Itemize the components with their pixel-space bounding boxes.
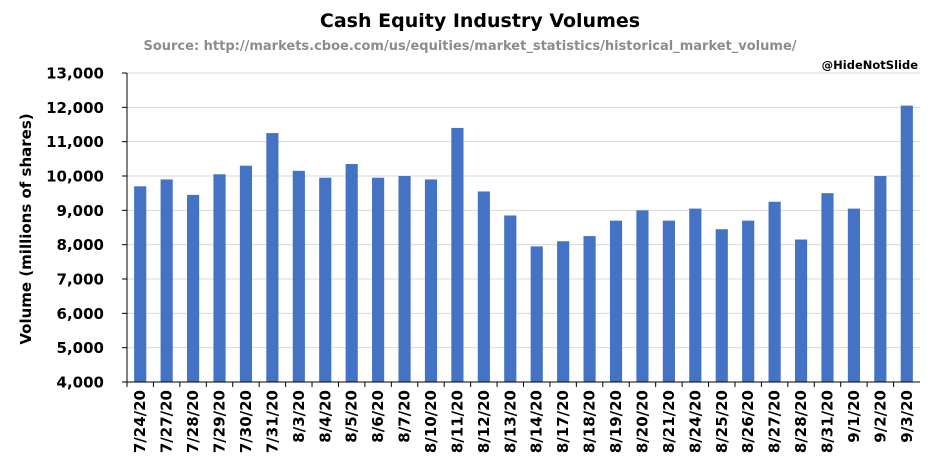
bar xyxy=(398,176,411,382)
bar xyxy=(821,193,834,382)
bar xyxy=(557,241,570,382)
bar xyxy=(504,215,517,382)
bar xyxy=(768,201,781,382)
watermark-handle: @HideNotSlide xyxy=(822,58,919,72)
bar xyxy=(292,170,305,382)
chart-title: Cash Equity Industry Volumes xyxy=(320,10,640,32)
x-tick-labels: 7/24/20 7/27/20 7/28/20 7/29/20 7/30/20 7/31/… xyxy=(131,390,916,453)
x-tick-label: 7/29/20 xyxy=(211,390,229,453)
x-tick-label: 8/14/20 xyxy=(528,390,546,453)
bar xyxy=(319,177,332,382)
x-tick-label: 8/7/20 xyxy=(396,390,414,443)
bar xyxy=(689,208,702,382)
bar xyxy=(900,105,913,382)
x-tick-label: 8/12/20 xyxy=(475,390,493,453)
x-tick-label: 8/19/20 xyxy=(607,390,625,453)
bar xyxy=(266,133,279,382)
gridlines xyxy=(127,72,920,349)
x-tick-label: 8/31/20 xyxy=(818,390,836,453)
x-tick-label: 7/31/20 xyxy=(263,390,281,453)
bar xyxy=(662,220,675,382)
bar xyxy=(451,127,464,382)
bar xyxy=(742,220,755,382)
x-tick-label: 7/28/20 xyxy=(184,390,202,453)
x-tick-label: 7/24/20 xyxy=(131,390,149,453)
bar xyxy=(134,186,147,382)
bar xyxy=(187,194,200,382)
bar xyxy=(424,179,438,382)
x-tick-label: 8/3/20 xyxy=(290,390,308,443)
y-tick-label: 6,000 xyxy=(57,305,104,323)
x-tick-label: 8/4/20 xyxy=(316,390,334,443)
bar xyxy=(609,220,623,382)
y-tick-label: 13,000 xyxy=(46,65,104,83)
bars xyxy=(134,105,913,382)
x-tick-label: 9/1/20 xyxy=(845,390,863,443)
x-tick-label: 8/28/20 xyxy=(792,390,810,453)
axes xyxy=(122,72,920,387)
y-axis-label: Volume (millions of shares) xyxy=(17,113,35,344)
bar xyxy=(636,210,649,382)
x-tick-label: 9/3/20 xyxy=(898,390,916,443)
x-tick-label: 8/24/20 xyxy=(686,390,704,453)
x-tick-label: 8/10/20 xyxy=(422,390,440,453)
bar xyxy=(345,163,358,382)
x-tick-label: 7/27/20 xyxy=(158,390,176,453)
y-tick-label: 4,000 xyxy=(57,374,104,392)
y-tick-label: 11,000 xyxy=(46,133,104,151)
y-tick-label: 5,000 xyxy=(57,339,104,357)
y-tick-labels: 4,000 5,000 6,000 7,000 8,000 9,000 10,000 11,0… xyxy=(46,65,104,392)
x-tick-label: 9/2/20 xyxy=(871,390,889,443)
x-tick-label: 8/25/20 xyxy=(713,390,731,453)
x-tick-label: 8/13/20 xyxy=(501,390,519,453)
bar xyxy=(794,239,808,382)
x-tick-label: 7/30/20 xyxy=(237,390,255,453)
x-tick-label: 8/20/20 xyxy=(633,390,651,453)
bar xyxy=(160,179,173,382)
y-tick-label: 8,000 xyxy=(57,236,104,254)
x-tick-label: 8/5/20 xyxy=(343,390,361,443)
x-tick-label: 8/18/20 xyxy=(581,390,599,453)
bar xyxy=(583,236,596,382)
x-tick-label: 8/17/20 xyxy=(554,390,572,453)
chart-subtitle: Source: http://markets.cboe.com/us/equit… xyxy=(143,39,796,54)
bar xyxy=(847,208,860,382)
y-tick-label: 10,000 xyxy=(46,168,104,186)
x-tick-label: 8/27/20 xyxy=(766,390,784,453)
bar xyxy=(213,174,226,382)
bar xyxy=(239,165,253,382)
y-tick-label: 7,000 xyxy=(57,271,104,289)
x-tick-label: 8/21/20 xyxy=(660,390,678,453)
bar xyxy=(874,176,887,382)
y-tick-label: 9,000 xyxy=(57,202,104,220)
y-tick-label: 12,000 xyxy=(46,99,104,117)
x-tick-label: 8/26/20 xyxy=(739,390,757,453)
bar xyxy=(715,229,728,382)
x-tick-label: 8/11/20 xyxy=(448,390,466,453)
bar xyxy=(372,177,385,382)
bar xyxy=(530,246,543,382)
x-tick-label: 8/6/20 xyxy=(369,390,387,443)
bar xyxy=(477,191,490,382)
